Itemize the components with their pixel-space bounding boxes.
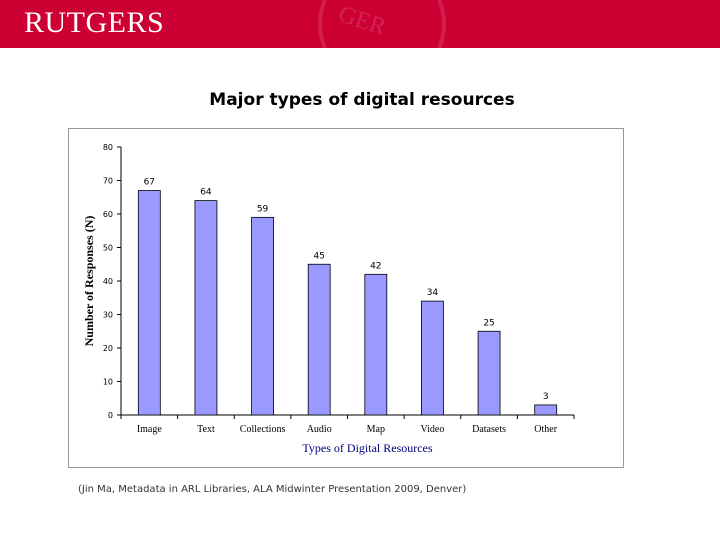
- bar: [137, 190, 161, 416]
- x-tick-label: Map: [367, 424, 385, 435]
- data-label: 34: [427, 288, 439, 298]
- x-tick-label: Image: [137, 424, 163, 435]
- seal-watermark: [318, 0, 446, 48]
- y-tick-label: 60: [103, 210, 113, 219]
- y-tick-label: 0: [108, 411, 113, 420]
- y-tick-label: 30: [103, 311, 113, 320]
- bar: [364, 273, 388, 416]
- x-tick-label: Datasets: [472, 424, 506, 435]
- data-label: 25: [483, 318, 494, 328]
- bar: [307, 263, 331, 416]
- x-tick-label: Video: [421, 424, 445, 435]
- data-label: 67: [144, 178, 155, 188]
- y-axis-title: Number of Responses (N): [82, 216, 96, 347]
- bar: [194, 200, 218, 416]
- y-tick-label: 40: [103, 277, 113, 286]
- bar: [251, 216, 274, 416]
- y-tick-label: 80: [103, 143, 113, 152]
- header-banner: GER RUTGERS: [0, 0, 720, 48]
- slide-title: Major types of digital resources: [209, 90, 515, 110]
- x-tick-label: Text: [197, 424, 215, 435]
- data-label: 45: [313, 251, 324, 261]
- y-tick-label: 50: [103, 244, 113, 253]
- y-tick-label: 10: [103, 378, 113, 387]
- rutgers-logo: RUTGERS: [24, 6, 165, 39]
- y-tick-label: 70: [103, 177, 113, 186]
- bar: [477, 330, 501, 416]
- x-tick-label: Other: [534, 424, 557, 435]
- bar-chart: 0 10 20 30 40 50 60 70 80 67 Image 64 Text 59 Collecti…: [82, 143, 575, 455]
- y-tick-label: 20: [103, 344, 113, 353]
- chart-area: 0 10 20 30 40 50 60 70 80 67 Image 64 Text 59 Collecti…: [68, 128, 624, 468]
- source-citation: (Jin Ma, Metadata in ARL Libraries, ALA …: [78, 484, 467, 495]
- data-label: 42: [370, 261, 381, 271]
- data-label: 64: [200, 188, 212, 198]
- x-tick-label: Audio: [307, 424, 332, 435]
- bar: [534, 404, 558, 416]
- bar: [421, 300, 444, 416]
- x-tick-label: Collections: [240, 424, 286, 435]
- x-axis-title: Types of Digital Resources: [302, 441, 432, 455]
- data-label: 3: [543, 392, 549, 402]
- data-label: 59: [257, 204, 269, 214]
